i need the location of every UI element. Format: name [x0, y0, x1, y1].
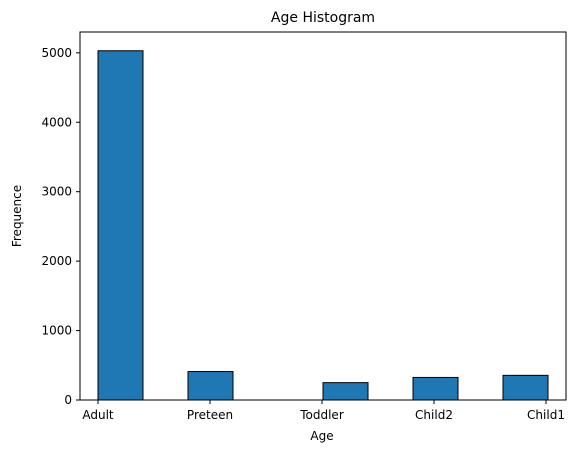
bar-child1: [502, 374, 549, 401]
bar-adult: [97, 50, 144, 401]
y-tick-label: 2000: [41, 254, 72, 268]
bar-child2: [412, 376, 459, 401]
chart-title: Age Histogram: [271, 10, 375, 26]
bar-toddler: [322, 382, 369, 401]
x-axis: Adult Preteen Toddler Child2 Child1: [82, 400, 565, 422]
y-axis: 0 1000 2000 3000 4000 5000: [41, 46, 80, 407]
y-tick-label: 4000: [41, 115, 72, 129]
y-tick-label: 0: [64, 393, 72, 407]
x-axis-label: Age: [310, 429, 333, 443]
y-tick-label: 5000: [41, 46, 72, 60]
bars: [97, 50, 549, 401]
x-tick-label: Child1: [527, 408, 565, 422]
x-tick-label: Adult: [82, 408, 114, 422]
x-tick-label: Preteen: [187, 408, 233, 422]
x-tick-label: Toddler: [299, 408, 344, 422]
x-tick-label: Child2: [415, 408, 453, 422]
y-tick-label: 3000: [41, 185, 72, 199]
y-tick-label: 1000: [41, 324, 72, 338]
y-axis-label: Frequence: [10, 185, 24, 247]
plot-frame: [79, 31, 567, 401]
bar-preteen: [187, 371, 234, 401]
